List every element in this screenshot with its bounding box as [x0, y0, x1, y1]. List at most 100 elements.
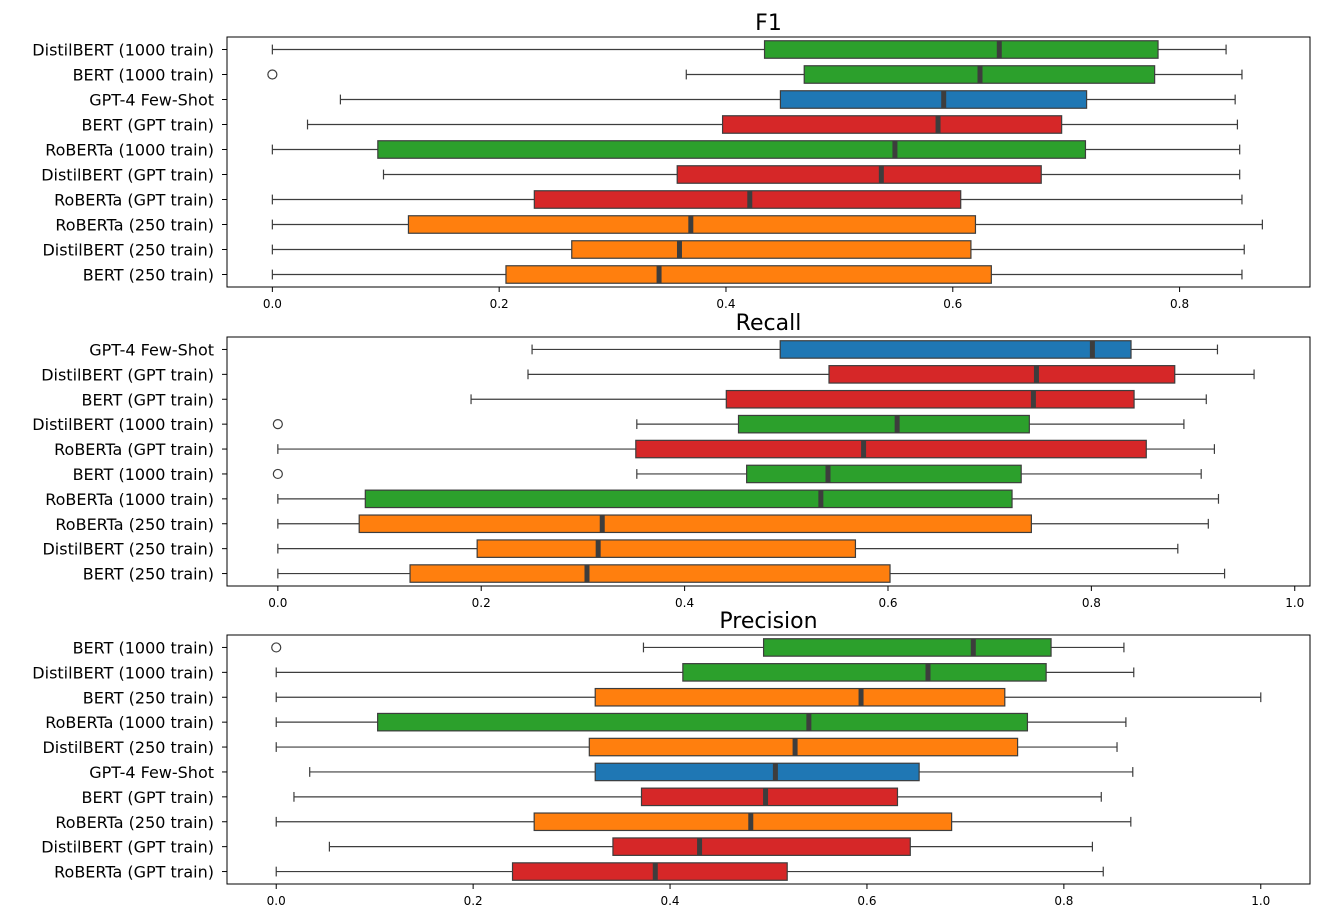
- iqr-box: [640, 787, 899, 807]
- panel-recall-x-tick-label: 1.0: [1285, 596, 1304, 610]
- panel-f1-box-distilbert-gpt-train: [382, 165, 1241, 184]
- panel-recall-box-roberta-1000-train: [277, 489, 1220, 509]
- panel-f1-x-tick-label: 0.4: [716, 297, 735, 311]
- panel-recall-x-tick-label: 0.0: [268, 596, 287, 610]
- panel-f1-category-label: RoBERTa (250 train): [55, 216, 214, 235]
- panel-recall-box-distilbert-1000-train: [272, 414, 1185, 434]
- outlier-point: [272, 419, 283, 430]
- iqr-box: [571, 240, 972, 259]
- iqr-box: [511, 862, 788, 881]
- iqr-box: [588, 737, 1019, 757]
- panel-f1-box-bert-1000-train: [267, 65, 1243, 84]
- iqr-box: [505, 265, 992, 284]
- panel-precision-category-label: RoBERTa (1000 train): [45, 713, 214, 732]
- panel-f1-title: F1: [755, 11, 782, 36]
- panel-f1-box-gpt-4-few-shot: [339, 90, 1236, 109]
- iqr-box: [364, 489, 1013, 509]
- panel-f1-x-tick-label: 0.6: [943, 297, 962, 311]
- panel-precision-box-gpt-4-few-shot: [309, 762, 1134, 782]
- iqr-box: [779, 340, 1132, 359]
- panel-recall-box-distilbert-gpt-train: [527, 365, 1255, 384]
- panel-f1-box-bert-gpt-train: [306, 115, 1239, 134]
- panel-f1-box-roberta-250-train: [271, 215, 1263, 234]
- iqr-box: [377, 712, 1029, 732]
- iqr-box: [746, 464, 1022, 484]
- iqr-box: [594, 687, 1006, 707]
- panel-f1-box-distilbert-1000-train: [271, 40, 1227, 59]
- panel-recall-category-label: RoBERTa (1000 train): [45, 490, 214, 509]
- panel-precision-box-roberta-250-train: [275, 812, 1132, 832]
- iqr-box: [721, 115, 1063, 134]
- panel-f1-box-roberta-1000-train: [271, 140, 1241, 159]
- iqr-box: [779, 90, 1088, 109]
- panel-f1-box-distilbert-250-train: [271, 240, 1245, 259]
- panel-recall: Recall GPT-4 Few-Shot DistilBERT (GPT trai…: [32, 311, 1311, 610]
- panel-precision-category-label: DistilBERT (250 train): [42, 738, 214, 757]
- iqr-box: [377, 140, 1087, 159]
- iqr-box: [762, 638, 1052, 657]
- iqr-box: [676, 165, 1042, 184]
- panel-f1-category-label: RoBERTa (1000 train): [45, 141, 214, 160]
- iqr-box: [725, 389, 1135, 409]
- iqr-box: [763, 40, 1159, 59]
- iqr-box: [737, 414, 1030, 434]
- panel-recall-category-label: GPT-4 Few-Shot: [89, 340, 214, 359]
- iqr-box: [533, 812, 953, 832]
- panel-precision-category-label: DistilBERT (1000 train): [32, 663, 214, 682]
- panel-precision-category-label: BERT (250 train): [83, 688, 214, 707]
- panel-precision-category-label: BERT (GPT train): [81, 788, 214, 807]
- panel-recall-category-label: BERT (1000 train): [73, 465, 214, 484]
- iqr-box: [358, 514, 1032, 534]
- panel-recall-category-label: RoBERTa (250 train): [55, 515, 214, 534]
- panel-precision-box-bert-1000-train: [271, 638, 1125, 657]
- iqr-box: [635, 439, 1147, 459]
- panel-precision-category-label: BERT (1000 train): [73, 638, 214, 657]
- panel-precision-category-label: DistilBERT (GPT train): [41, 838, 214, 857]
- panel-precision-x-tick-label: 1.0: [1251, 894, 1270, 908]
- panel-recall-category-label: RoBERTa (GPT train): [54, 440, 214, 459]
- panel-precision-title: Precision: [719, 609, 817, 634]
- panel-f1-x-tick-label: 0.2: [490, 297, 509, 311]
- outlier-point: [271, 642, 282, 653]
- outlier-point: [267, 69, 278, 80]
- panel-precision-x-tick-label: 0.0: [267, 894, 286, 908]
- panel-f1-frame: [226, 36, 1311, 288]
- panel-recall-title: Recall: [736, 311, 802, 336]
- panel-f1-x-tick-label: 0.0: [263, 297, 282, 311]
- panel-recall-box-distilbert-250-train: [277, 539, 1179, 558]
- outlier-point: [272, 468, 283, 480]
- panel-precision-frame: [226, 634, 1311, 885]
- panel-f1-category-label: GPT-4 Few-Shot: [89, 91, 214, 110]
- panel-precision-x-tick-label: 0.4: [660, 894, 679, 908]
- panel-recall-category-label: BERT (GPT train): [81, 390, 214, 409]
- panel-recall-box-roberta-gpt-train: [277, 439, 1216, 459]
- panel-precision-x-tick-label: 0.2: [464, 894, 483, 908]
- panel-precision: Precision BERT (1000 train) DistilBERT (10…: [32, 609, 1311, 908]
- panel-recall-box-gpt-4-few-shot: [531, 340, 1219, 359]
- panel-precision-box-distilbert-1000-train: [275, 663, 1135, 682]
- panel-recall-category-label: DistilBERT (GPT train): [41, 365, 214, 384]
- panel-precision-box-bert-250-train: [275, 687, 1262, 707]
- panel-recall-box-bert-gpt-train: [470, 389, 1207, 409]
- panel-recall-category-label: DistilBERT (250 train): [42, 540, 214, 559]
- iqr-box: [612, 837, 911, 856]
- panel-recall-x-tick-label: 0.2: [472, 596, 491, 610]
- panel-f1-category-label: DistilBERT (1000 train): [32, 41, 214, 60]
- panel-recall-box-bert-250-train: [277, 564, 1226, 583]
- panel-f1: F1 DistilBERT (1000 train) BERT (1000 trai…: [32, 11, 1311, 311]
- iqr-box: [594, 762, 920, 782]
- panel-f1-category-label: DistilBERT (250 train): [42, 241, 214, 260]
- panel-precision-category-label: GPT-4 Few-Shot: [89, 763, 214, 782]
- panel-f1-category-label: RoBERTa (GPT train): [54, 191, 214, 210]
- panel-precision-category-label: RoBERTa (GPT train): [54, 863, 214, 882]
- panel-f1-category-label: BERT (1000 train): [73, 66, 214, 85]
- panel-recall-box-roberta-250-train: [277, 514, 1209, 534]
- panel-recall-category-label: BERT (250 train): [83, 565, 214, 584]
- panel-f1-category-label: BERT (GPT train): [81, 116, 214, 135]
- iqr-box: [476, 539, 857, 558]
- panel-precision-box-bert-gpt-train: [293, 787, 1102, 807]
- panel-recall-box-bert-1000-train: [272, 464, 1202, 484]
- panel-f1-category-label: DistilBERT (GPT train): [41, 166, 214, 185]
- panel-precision-box-roberta-gpt-train: [275, 862, 1104, 881]
